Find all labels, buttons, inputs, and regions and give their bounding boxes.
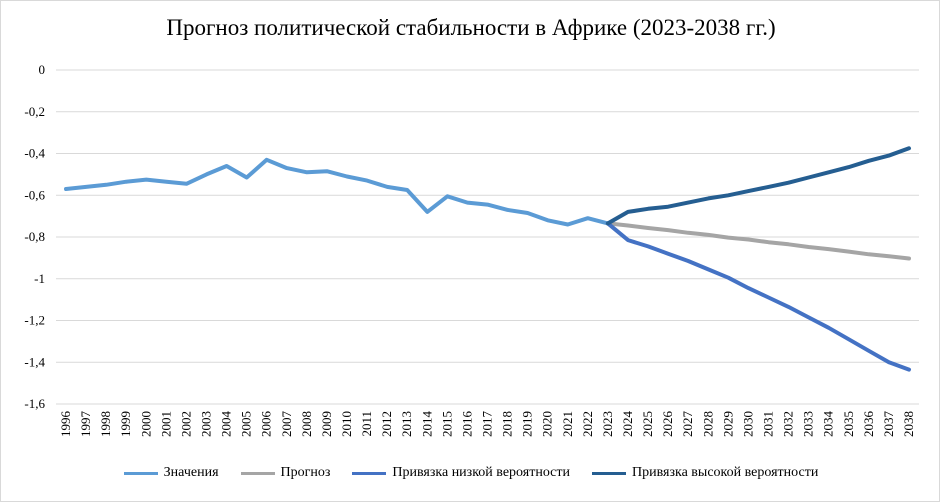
legend-swatch xyxy=(123,471,158,475)
y-tick-label: -1,2 xyxy=(24,313,45,328)
x-tick-label: 1998 xyxy=(98,411,113,437)
legend-label: Значения xyxy=(163,465,219,480)
x-tick-label: 2023 xyxy=(600,411,615,437)
y-tick-label: -0,8 xyxy=(24,229,45,244)
x-tick-label: 2012 xyxy=(379,411,394,437)
x-tick-label: 2013 xyxy=(399,411,414,437)
x-tick-label: 2034 xyxy=(821,411,836,438)
x-tick-label: 2032 xyxy=(781,411,796,437)
legend: Значения Прогноз Привязка низкой вероятнос… xyxy=(1,465,939,481)
legend-item: Привязка низкой вероятности xyxy=(352,465,570,481)
x-tick-label: 2031 xyxy=(760,411,775,437)
x-tick-label: 2025 xyxy=(640,411,655,437)
x-tick-label: 2006 xyxy=(259,411,274,438)
x-tick-label: 1996 xyxy=(58,411,73,438)
x-tick-label: 2030 xyxy=(740,411,755,437)
x-tick-label: 2002 xyxy=(178,411,193,437)
series-line-2 xyxy=(605,221,911,372)
x-tick-label: 2000 xyxy=(138,411,153,437)
x-tick-label: 2011 xyxy=(359,411,374,437)
legend-item: Прогноз xyxy=(240,465,331,481)
series-line-0 xyxy=(64,157,610,227)
y-tick-label: 0 xyxy=(39,62,46,77)
series-line-1 xyxy=(605,221,911,261)
x-tick-label: 1997 xyxy=(78,411,93,438)
legend-swatch xyxy=(352,471,387,475)
x-tick-label: 2008 xyxy=(299,411,314,437)
x-tick-label: 2037 xyxy=(881,411,896,438)
x-tick-label: 2016 xyxy=(459,411,474,438)
x-tick-label: 2018 xyxy=(500,411,515,437)
y-tick-label: -1,6 xyxy=(24,396,45,411)
x-tick-label: 2003 xyxy=(199,411,214,437)
y-tick-label: -1,4 xyxy=(24,354,45,369)
x-tick-label: 2010 xyxy=(339,411,354,437)
x-tick-label: 2026 xyxy=(660,411,675,438)
x-tick-label: 2019 xyxy=(520,411,535,437)
x-tick-label: 2009 xyxy=(319,411,334,437)
y-tick-label: -0,2 xyxy=(24,104,45,119)
x-tick-label: 1999 xyxy=(118,411,133,437)
x-tick-label: 2001 xyxy=(158,411,173,437)
x-tick-label: 2005 xyxy=(239,411,254,437)
x-tick-label: 2027 xyxy=(680,411,695,438)
legend-label: Привязка высокой вероятности xyxy=(632,465,819,480)
y-tick-label: -0,4 xyxy=(24,146,45,161)
series-line-3 xyxy=(605,146,911,226)
x-tick-label: 2029 xyxy=(720,411,735,437)
x-tick-label: 2022 xyxy=(580,411,595,437)
x-tick-label: 2036 xyxy=(861,411,876,438)
x-tick-label: 2033 xyxy=(801,411,816,437)
legend-swatch xyxy=(592,471,626,475)
x-tick-label: 2007 xyxy=(279,411,294,438)
x-tick-label: 2035 xyxy=(841,411,856,437)
x-tick-label: 2015 xyxy=(439,411,454,437)
legend-item: Значения xyxy=(123,465,219,481)
legend-swatch xyxy=(240,471,275,475)
x-tick-label: 2028 xyxy=(700,411,715,437)
x-tick-label: 2038 xyxy=(901,411,916,437)
x-tick-label: 2017 xyxy=(480,411,495,438)
y-tick-label: -1 xyxy=(34,271,45,286)
legend-label: Прогноз xyxy=(280,465,331,480)
x-tick-label: 2020 xyxy=(540,411,555,437)
chart-title: Прогноз политической стабильности в Афри… xyxy=(166,15,776,40)
y-tick-label: -0,6 xyxy=(24,187,45,202)
x-tick-label: 2004 xyxy=(219,411,234,438)
legend-item: Привязка высокой вероятности xyxy=(592,465,818,481)
x-tick-label: 2024 xyxy=(620,411,635,438)
x-tick-label: 2021 xyxy=(560,411,575,437)
x-tick-label: 2014 xyxy=(419,411,434,438)
legend-label: Привязка низкой вероятности xyxy=(392,465,570,480)
